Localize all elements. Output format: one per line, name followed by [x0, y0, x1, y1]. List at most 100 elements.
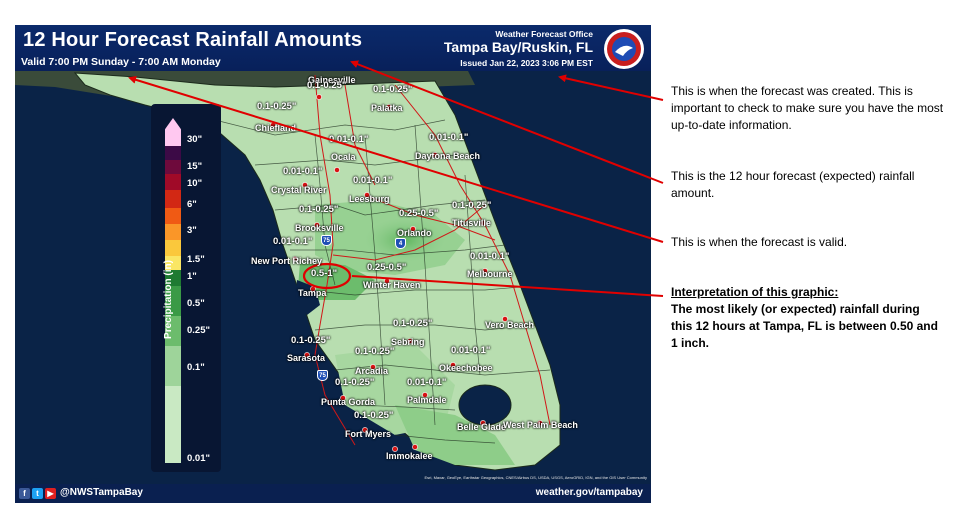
- legend-color-bar: [165, 118, 181, 463]
- rainfall-value-chiefland: 0.1-0.25": [257, 101, 297, 112]
- city-label-fort-myers: Fort Myers: [345, 429, 392, 439]
- city-label-arcadia: Arcadia: [355, 366, 389, 376]
- city-label-belle-glade: Belle Glade: [457, 422, 507, 432]
- issued-time: Issued Jan 22, 2023 3:06 PM EST: [460, 58, 593, 68]
- legend-tick: 0.1": [187, 362, 205, 373]
- interstate-shield-icon: 75: [317, 370, 328, 381]
- rainfall-value-brooksville: 0.1-0.25": [299, 204, 339, 215]
- legend-tick: 1.5": [187, 254, 205, 265]
- graphic-header: [15, 25, 651, 71]
- rainfall-value-fort-myers: 0.1-0.25": [354, 410, 394, 421]
- arrow-interpretation: [351, 275, 664, 297]
- rainfall-value-crystal-river: 0.01-0.1": [283, 166, 323, 177]
- city-label-vero-beach: Vero Beach: [485, 320, 535, 330]
- rainfall-value-sarasota: 0.1-0.25": [291, 335, 331, 346]
- legend-color-segment: [165, 256, 181, 270]
- southwest-band: [395, 405, 515, 465]
- note-created: This is when the forecast was created. T…: [671, 84, 944, 132]
- rainfall-value-tampa: 0.5-1": [311, 268, 338, 279]
- precipitation-legend: Precipitation (in) 30" 15" 10" 6" 3" 1.5…: [151, 104, 221, 472]
- rainfall-value-punta-gorda: 0.1-0.25": [335, 377, 375, 388]
- social-icons: f t ▶: [19, 488, 56, 499]
- nws-logo-icon: [604, 29, 644, 69]
- city-label-melbourne: Melbourne: [467, 269, 513, 279]
- city-label-gainesville: Gainesville: [308, 75, 356, 85]
- legend-tick: 6": [187, 199, 197, 210]
- legend-color-segment: [165, 240, 181, 256]
- rainfall-value-gainesville: 0.1-0.25": [307, 80, 347, 91]
- legend-tick: 30": [187, 134, 203, 145]
- city-label-west-palm-beach: West Palm Beach: [503, 420, 578, 430]
- legend-color-segment: [165, 270, 181, 286]
- facebook-icon[interactable]: f: [19, 488, 30, 499]
- rainfall-value-winter-haven: 0.25-0.5": [367, 262, 407, 273]
- city-label-immokalee: Immokalee: [386, 451, 433, 461]
- city-label-chiefland: Chiefland: [255, 123, 297, 133]
- website-link[interactable]: weather.gov/tampabay: [535, 487, 643, 498]
- city-label-daytona-beach: Daytona Beach: [415, 151, 481, 161]
- city-label-crystal-river: Crystal River: [271, 185, 327, 195]
- rainfall-value-melbourne: 0.01-0.1": [470, 251, 510, 262]
- city-label-leesburg: Leesburg: [349, 194, 390, 204]
- city-label-punta-gorda: Punta Gorda: [321, 397, 376, 407]
- social-handle[interactable]: @NWSTampaBay: [60, 487, 143, 498]
- legend-tick: 3": [187, 225, 197, 236]
- highways: [314, 74, 551, 446]
- rainfall-value-orlando: 0.25-0.5": [399, 208, 439, 219]
- city-label-titusville: Titusville: [452, 218, 491, 228]
- youtube-icon[interactable]: ▶: [45, 488, 56, 499]
- legend-color-segment: [165, 386, 181, 463]
- arrow-valid: [128, 75, 664, 243]
- legend-tick: 0.25": [187, 325, 210, 336]
- rainfall-value-okeechobee: 0.01-0.1": [451, 345, 491, 356]
- city-label-ocala: Ocala: [331, 152, 356, 162]
- legend-tick: 1": [187, 271, 197, 282]
- legend-color-segment: [165, 286, 181, 316]
- legend-color-segment: [165, 346, 181, 386]
- arrow-amount: [350, 60, 664, 184]
- legend-color-segment: [165, 174, 181, 190]
- interstate-shield-icon: 4: [395, 238, 406, 249]
- city-label-winter-haven: Winter Haven: [363, 280, 421, 290]
- city-label-sarasota: Sarasota: [287, 353, 326, 363]
- rainfall-forecast-graphic: 12 Hour Forecast Rainfall Amounts Valid …: [15, 25, 651, 503]
- legend-tick: 15": [187, 161, 203, 172]
- interstate-shield-icon: 75: [321, 235, 332, 246]
- tampa-max: [298, 263, 375, 300]
- legend-tick: 0.01": [187, 453, 210, 464]
- rainfall-value-arcadia: 0.1-0.25": [355, 346, 395, 357]
- rainfall-value-new-port-richey: 0.01-0.1": [273, 236, 313, 247]
- office-label: Weather Forecast Office: [495, 29, 593, 39]
- city-label-sebring: Sebring: [391, 337, 425, 347]
- city-label-new-port-richey: New Port Richey: [251, 256, 323, 266]
- rainfall-value-titusville: 0.1-0.25": [452, 200, 492, 211]
- legend-color-segment: [165, 146, 181, 160]
- city-label-palmdale: Palmdale: [407, 395, 447, 405]
- rainfall-value-palatka: 0.1-0.25": [373, 84, 413, 95]
- city-dots: [270, 94, 543, 452]
- map-credit: Esri, Maxar, GeoEye, Earthstar Geographi…: [424, 475, 647, 480]
- interpretation-title: Interpretation of this graphic:: [671, 285, 839, 299]
- office-name: Tampa Bay/Ruskin, FL: [443, 39, 593, 55]
- rainfall-value-palmdale: 0.01-0.1": [407, 377, 447, 388]
- city-label-palatka: Palatka: [371, 103, 403, 113]
- interpretation-block: Interpretation of this graphic: The most…: [671, 284, 941, 352]
- city-label-okeechobee: Okeechobee: [439, 363, 493, 373]
- legend-color-segment: [165, 224, 181, 240]
- rainfall-value-sebring: 0.1-0.25": [393, 318, 433, 329]
- legend-color-segment: [165, 118, 181, 146]
- note-valid: This is when the forecast is valid.: [671, 235, 848, 249]
- rainfall-value-leesburg: 0.01-0.1": [353, 175, 393, 186]
- graphic-footer: [15, 484, 651, 503]
- county-lines: [214, 119, 551, 444]
- interpretation-body: The most likely (or expected) rainfall d…: [671, 302, 938, 350]
- rainfall-value-daytona: 0.01-0.1": [429, 132, 469, 143]
- legend-color-segment: [165, 316, 181, 346]
- valid-time: Valid 7:00 PM Sunday - 7:00 AM Monday: [21, 56, 221, 68]
- city-label-orlando: Orlando: [397, 228, 432, 238]
- rainfall-value-ocala: 0.01-0.1": [329, 134, 369, 145]
- twitter-icon[interactable]: t: [32, 488, 43, 499]
- legend-color-segment: [165, 190, 181, 208]
